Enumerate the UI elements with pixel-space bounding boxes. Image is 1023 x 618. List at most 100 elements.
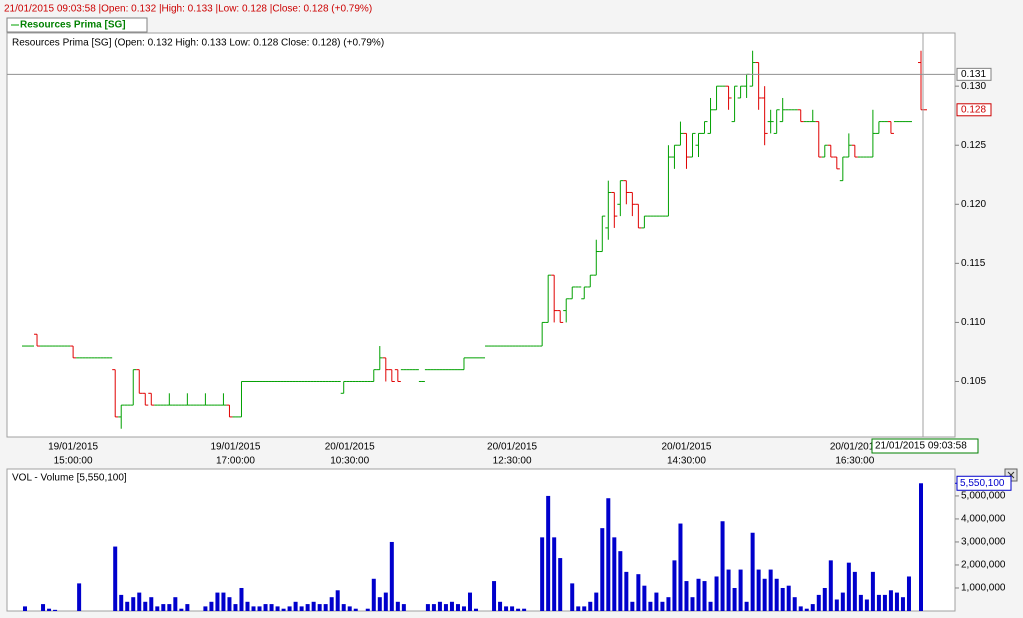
volume-bar <box>738 569 743 611</box>
y-tick-label: 2,000,000 <box>961 560 1006 571</box>
volume-bar <box>678 523 683 611</box>
x-tick-label: 16:30:00 <box>835 456 874 467</box>
volume-bar <box>882 594 887 611</box>
crosshair-label: 21/01/2015 09:03:58 <box>875 441 967 452</box>
volume-bar <box>919 483 923 611</box>
legend-box <box>6 17 148 33</box>
volume-bar <box>269 604 274 611</box>
volume-bar <box>870 571 875 611</box>
y-tick-label: 0.125 <box>961 140 986 151</box>
volume-bar <box>744 601 749 611</box>
volume-bar <box>876 594 881 611</box>
last-volume-box <box>956 475 1012 491</box>
volume-bar <box>810 604 815 611</box>
y-tick-label: 0.130 <box>961 81 986 92</box>
volume-bar <box>149 597 154 611</box>
x-tick-label: 20/01/2015 <box>487 442 537 453</box>
y-tick-label: 0.120 <box>961 199 986 210</box>
volume-bar <box>377 597 382 611</box>
volume-bar <box>696 578 701 611</box>
volume-bar <box>498 601 503 611</box>
volume-bar <box>828 560 833 611</box>
last-volume-label: 5,550,100 <box>960 478 1005 489</box>
volume-bar <box>834 599 839 611</box>
volume-bar <box>143 601 148 611</box>
volume-bar <box>702 581 707 611</box>
volume-bar <box>888 590 893 611</box>
volume-bar <box>720 521 725 611</box>
volume-bar <box>774 578 779 611</box>
volume-bar <box>275 606 280 611</box>
legend-label: Resources Prima [SG] <box>20 20 126 31</box>
volume-bar <box>684 581 689 611</box>
volume-bar <box>161 604 166 611</box>
volume-bar <box>227 597 232 611</box>
volume-bar <box>155 606 160 611</box>
volume-bar <box>317 604 322 611</box>
volume-bar <box>221 592 226 611</box>
y-tick-label: 4,000,000 <box>961 514 1006 525</box>
volume-bar <box>173 597 178 611</box>
volume-bar <box>449 601 454 611</box>
x-tick-label: 19/01/2015 <box>210 442 260 453</box>
volume-bar <box>41 604 46 611</box>
volume-bar <box>425 604 430 611</box>
x-tick-label: 15:00:00 <box>54 456 93 467</box>
volume-bar <box>606 498 611 611</box>
volume-bar <box>504 606 509 611</box>
price-line-box <box>956 67 992 81</box>
volume-bar <box>389 541 394 611</box>
volume-bar <box>852 571 857 611</box>
close-box <box>956 103 992 117</box>
header: 21/01/2015 09:03:58 |Open: 0.132 |High: … <box>4 4 372 15</box>
volume-bar <box>666 597 671 611</box>
volume-bar <box>431 604 436 611</box>
price-line-label: 0.131 <box>961 69 986 80</box>
volume-bar <box>822 587 827 611</box>
volume-bar <box>648 601 653 611</box>
x-tick-label: 19/01/2015 <box>48 442 98 453</box>
volume-bar <box>179 608 184 611</box>
volume-bar <box>329 597 334 611</box>
volume-bar <box>443 604 448 611</box>
volume-bar <box>53 609 58 611</box>
volume-bar <box>894 592 899 611</box>
volume-bar <box>510 606 515 611</box>
x-tick-label: 10:30:00 <box>330 456 369 467</box>
volume-bar <box>47 608 52 611</box>
volume-bar <box>263 604 268 611</box>
x-tick-label: 20/01/2015 <box>325 442 375 453</box>
price-panel <box>6 32 956 438</box>
y-tick-label: 0.115 <box>961 258 986 269</box>
volume-bar <box>113 546 118 611</box>
volume-bar <box>612 537 617 611</box>
volume-bar <box>395 601 400 611</box>
volume-bar <box>311 601 316 611</box>
volume-bar <box>708 601 713 611</box>
y-tick-label: 5,000,000 <box>961 491 1006 502</box>
volume-bar <box>305 604 310 611</box>
volume-bar <box>467 592 472 611</box>
y-tick-label: 0.110 <box>961 317 986 328</box>
volume-bar <box>287 606 292 611</box>
price-title: Resources Prima [SG] (Open: 0.132 High: … <box>12 38 384 49</box>
volume-bar <box>780 587 785 611</box>
volume-bar <box>365 608 370 611</box>
volume-bar <box>906 576 911 611</box>
volume-bar <box>257 606 262 611</box>
volume-bar <box>131 597 136 611</box>
volume-bar <box>516 608 521 611</box>
volume-bar <box>588 601 593 611</box>
volume-bar <box>125 601 130 611</box>
x-tick-label: 20/01/2015 <box>830 442 880 453</box>
volume-bar <box>594 592 599 611</box>
y-tick-label: 3,000,000 <box>961 537 1006 548</box>
volume-bar <box>546 495 551 611</box>
volume-bar <box>552 537 557 611</box>
volume-bar <box>840 592 845 611</box>
volume-bar <box>714 576 719 611</box>
volume-bar <box>299 606 304 611</box>
volume-bar <box>353 608 358 611</box>
x-tick-label: 17:00:00 <box>216 456 255 467</box>
volume-bar <box>756 569 761 611</box>
